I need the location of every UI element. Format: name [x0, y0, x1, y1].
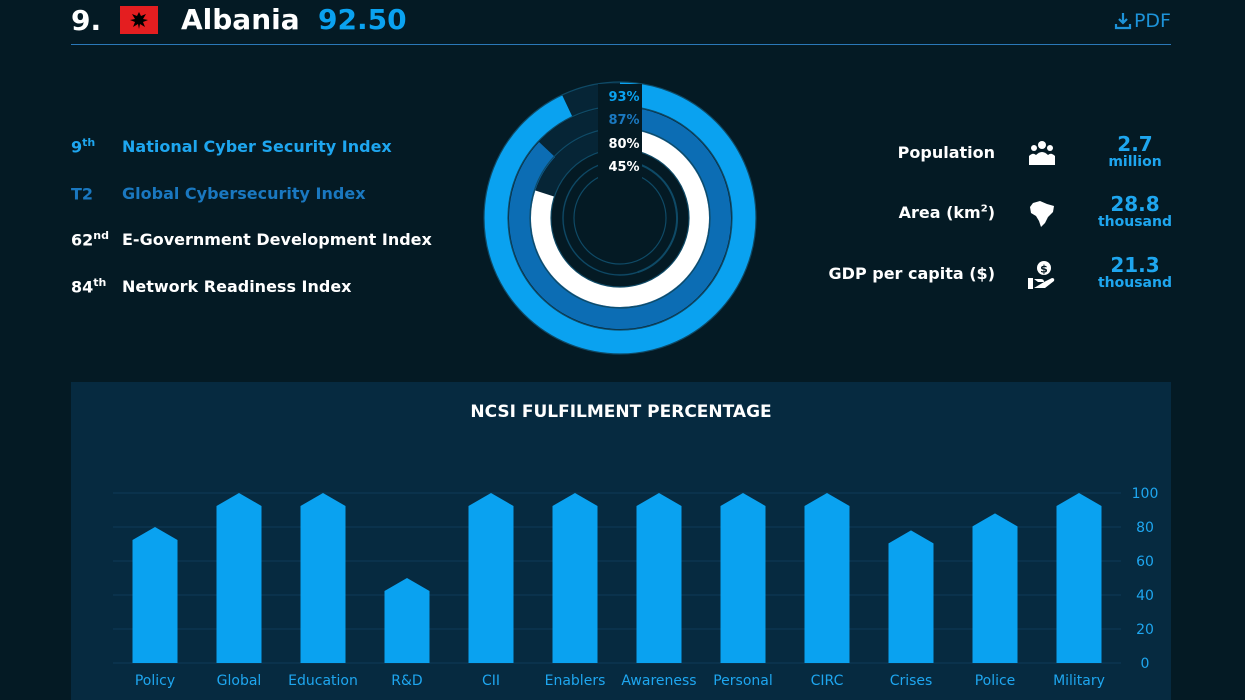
bar-awareness [636, 493, 682, 663]
ranking-gci[interactable]: T2 Global Cybersecurity Index [71, 179, 366, 207]
stat-population: Population 2.7 million [820, 133, 1180, 177]
fulfilment-bar-chart: 0 20 40 60 80 100 Policy Global Education R&D CII E… [113, 486, 1159, 689]
x-category-label: Personal [713, 673, 773, 689]
x-category-label: Awareness [621, 673, 696, 689]
chart-title: NCSI FULFILMENT PERCENTAGE [470, 402, 772, 422]
population-value: 2.7 million [1108, 132, 1162, 170]
donut-ring-arc [531, 129, 709, 307]
map-icon [1030, 201, 1054, 227]
country-score: 92.50 [318, 3, 407, 36]
donut-label-slot [598, 84, 642, 180]
ranking-ncsi[interactable]: 9th National Cyber Security Index [71, 132, 392, 160]
x-category-label: R&D [391, 673, 422, 689]
bar-education [300, 493, 346, 663]
country-header: 9. Albania 92.50 PDF [71, 0, 1171, 45]
ranking-nri[interactable]: 84th Network Readiness Index [71, 272, 352, 300]
area-label: Area (km2) [898, 203, 995, 222]
x-category-label: Military [1053, 673, 1105, 689]
area-value: 28.8 thousand [1097, 192, 1172, 230]
x-category-label: CIRC [811, 673, 844, 689]
y-tick-label: 0 [1141, 656, 1150, 672]
country-name: Albania [181, 3, 300, 36]
bar-policy [132, 527, 178, 663]
population-label: Population [897, 143, 995, 162]
x-category-label: Policy [135, 673, 175, 689]
index-donut-chart: 93% 87% 80% 45% [483, 81, 757, 355]
bar-police [972, 513, 1018, 663]
bar-enablers [552, 493, 598, 663]
bar-rd [384, 578, 430, 663]
people-icon [1029, 141, 1055, 165]
x-category-label: CII [482, 673, 500, 689]
gdp-value: 21.3 thousand [1097, 253, 1172, 291]
pdf-label: PDF [1133, 10, 1171, 32]
bar-military [1056, 493, 1102, 663]
ranking-position: 62nd [71, 228, 109, 250]
donut-outline [483, 81, 757, 355]
bar-cii [468, 493, 514, 663]
x-category-label: Enablers [545, 673, 606, 689]
x-category-label: Education [288, 673, 358, 689]
y-tick-label: 60 [1136, 554, 1154, 570]
svg-text:$: $ [1040, 263, 1048, 276]
pdf-download-button[interactable]: PDF [1114, 10, 1171, 32]
y-tick-label: 40 [1136, 588, 1154, 604]
bar-global [216, 493, 262, 663]
download-icon [1114, 13, 1132, 30]
donut-ring-label: 87% [608, 113, 639, 128]
donut-hole [575, 173, 665, 263]
ranking-egdi[interactable]: 62nd E-Government Development Index [71, 225, 432, 253]
stat-area: Area (km2) 28.8 thousand [820, 193, 1180, 237]
ranking-label: National Cyber Security Index [122, 136, 392, 156]
donut-ring-label: 80% [608, 137, 639, 152]
y-tick-label: 20 [1136, 622, 1154, 638]
ranking-label: E-Government Development Index [122, 229, 432, 249]
ncsi-fulfilment-panel: NCSI FULFILMENT PERCENTAGE 0 20 40 60 80 100 P… [71, 382, 1171, 700]
donut-ring-label: 93% [608, 90, 639, 105]
donut-ring-label: 45% [608, 160, 639, 175]
stat-gdp: GDP per capita ($) $ 21.3 thousand [820, 254, 1180, 298]
ranking-label: Network Readiness Index [122, 276, 352, 296]
money-hand-icon: $ [1028, 261, 1055, 289]
ranking-label: Global Cybersecurity Index [122, 183, 366, 203]
donut-ring-arc [484, 82, 756, 354]
x-category-label: Police [975, 673, 1016, 689]
bar-crises [888, 530, 934, 663]
albania-flag-icon [120, 6, 158, 34]
y-tick-label: 100 [1132, 486, 1159, 502]
bar-circ [804, 493, 850, 663]
x-category-label: Crises [890, 673, 933, 689]
ranking-position: 84th [71, 275, 107, 297]
bar-personal [720, 493, 766, 663]
gdp-label: GDP per capita ($) [828, 264, 995, 283]
country-rank: 9. [71, 4, 102, 37]
x-category-label: Global [217, 673, 262, 689]
y-tick-label: 80 [1136, 520, 1154, 536]
ranking-position: 9th [71, 135, 96, 157]
ranking-position: T2 [71, 184, 94, 204]
donut-ring-arc [509, 107, 731, 329]
